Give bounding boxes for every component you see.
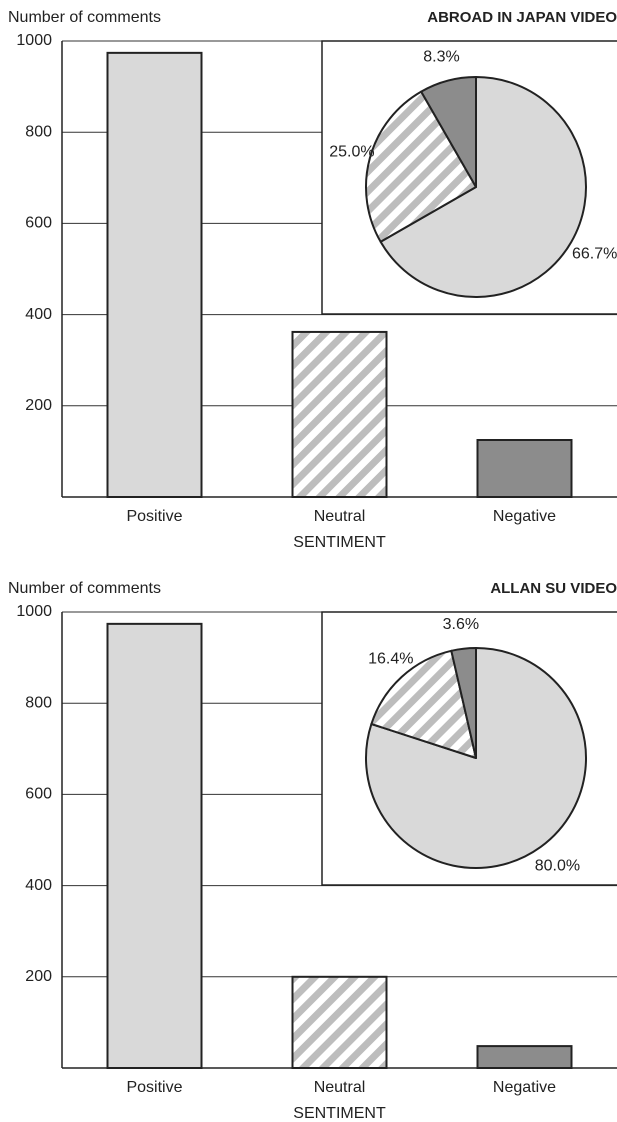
pie-slice xyxy=(365,90,477,243)
y-tick-label: 200 xyxy=(25,968,52,985)
pie-slice xyxy=(379,76,587,298)
chart-title: ALLAN SU VIDEO xyxy=(490,580,617,597)
pie-label: 66.7% xyxy=(572,245,617,262)
pie-slice xyxy=(370,649,477,759)
y-tick-label: 600 xyxy=(25,786,52,803)
bar xyxy=(291,330,388,499)
y-tick-label: 400 xyxy=(25,306,52,323)
bar xyxy=(291,975,388,1069)
y-tick-label: 600 xyxy=(25,215,52,232)
bar xyxy=(106,622,203,1070)
y-axis-label: Number of comments xyxy=(8,9,161,26)
bar xyxy=(476,1045,573,1070)
x-tick-label: Neutral xyxy=(314,1079,366,1096)
y-axis-label: Number of comments xyxy=(8,580,161,597)
y-tick-label: 200 xyxy=(25,397,52,414)
x-tick-label: Neutral xyxy=(314,508,366,525)
y-tick-label: 1000 xyxy=(16,603,52,620)
bar xyxy=(476,439,573,498)
chart-title: ABROAD IN JAPAN VIDEO xyxy=(427,9,617,26)
x-tick-label: Positive xyxy=(126,1079,182,1096)
x-tick-label: Negative xyxy=(493,508,556,525)
y-tick-label: 800 xyxy=(25,123,52,140)
x-tick-label: Negative xyxy=(493,1079,556,1096)
y-tick-label: 400 xyxy=(25,877,52,894)
pie-label: 80.0% xyxy=(535,858,580,875)
pie-label: 16.4% xyxy=(368,650,413,667)
pie-slice xyxy=(420,76,477,188)
y-tick-label: 1000 xyxy=(16,32,52,49)
pie-slice xyxy=(450,647,477,759)
y-tick-label: 800 xyxy=(25,694,52,711)
pie-label: 25.0% xyxy=(329,143,374,160)
pie-label: 3.6% xyxy=(443,616,479,633)
x-tick-label: Positive xyxy=(126,508,182,525)
bar xyxy=(106,51,203,499)
x-axis-label: SENTIMENT xyxy=(293,534,386,551)
pie-label: 8.3% xyxy=(423,49,459,66)
x-axis-label: SENTIMENT xyxy=(293,1105,386,1122)
